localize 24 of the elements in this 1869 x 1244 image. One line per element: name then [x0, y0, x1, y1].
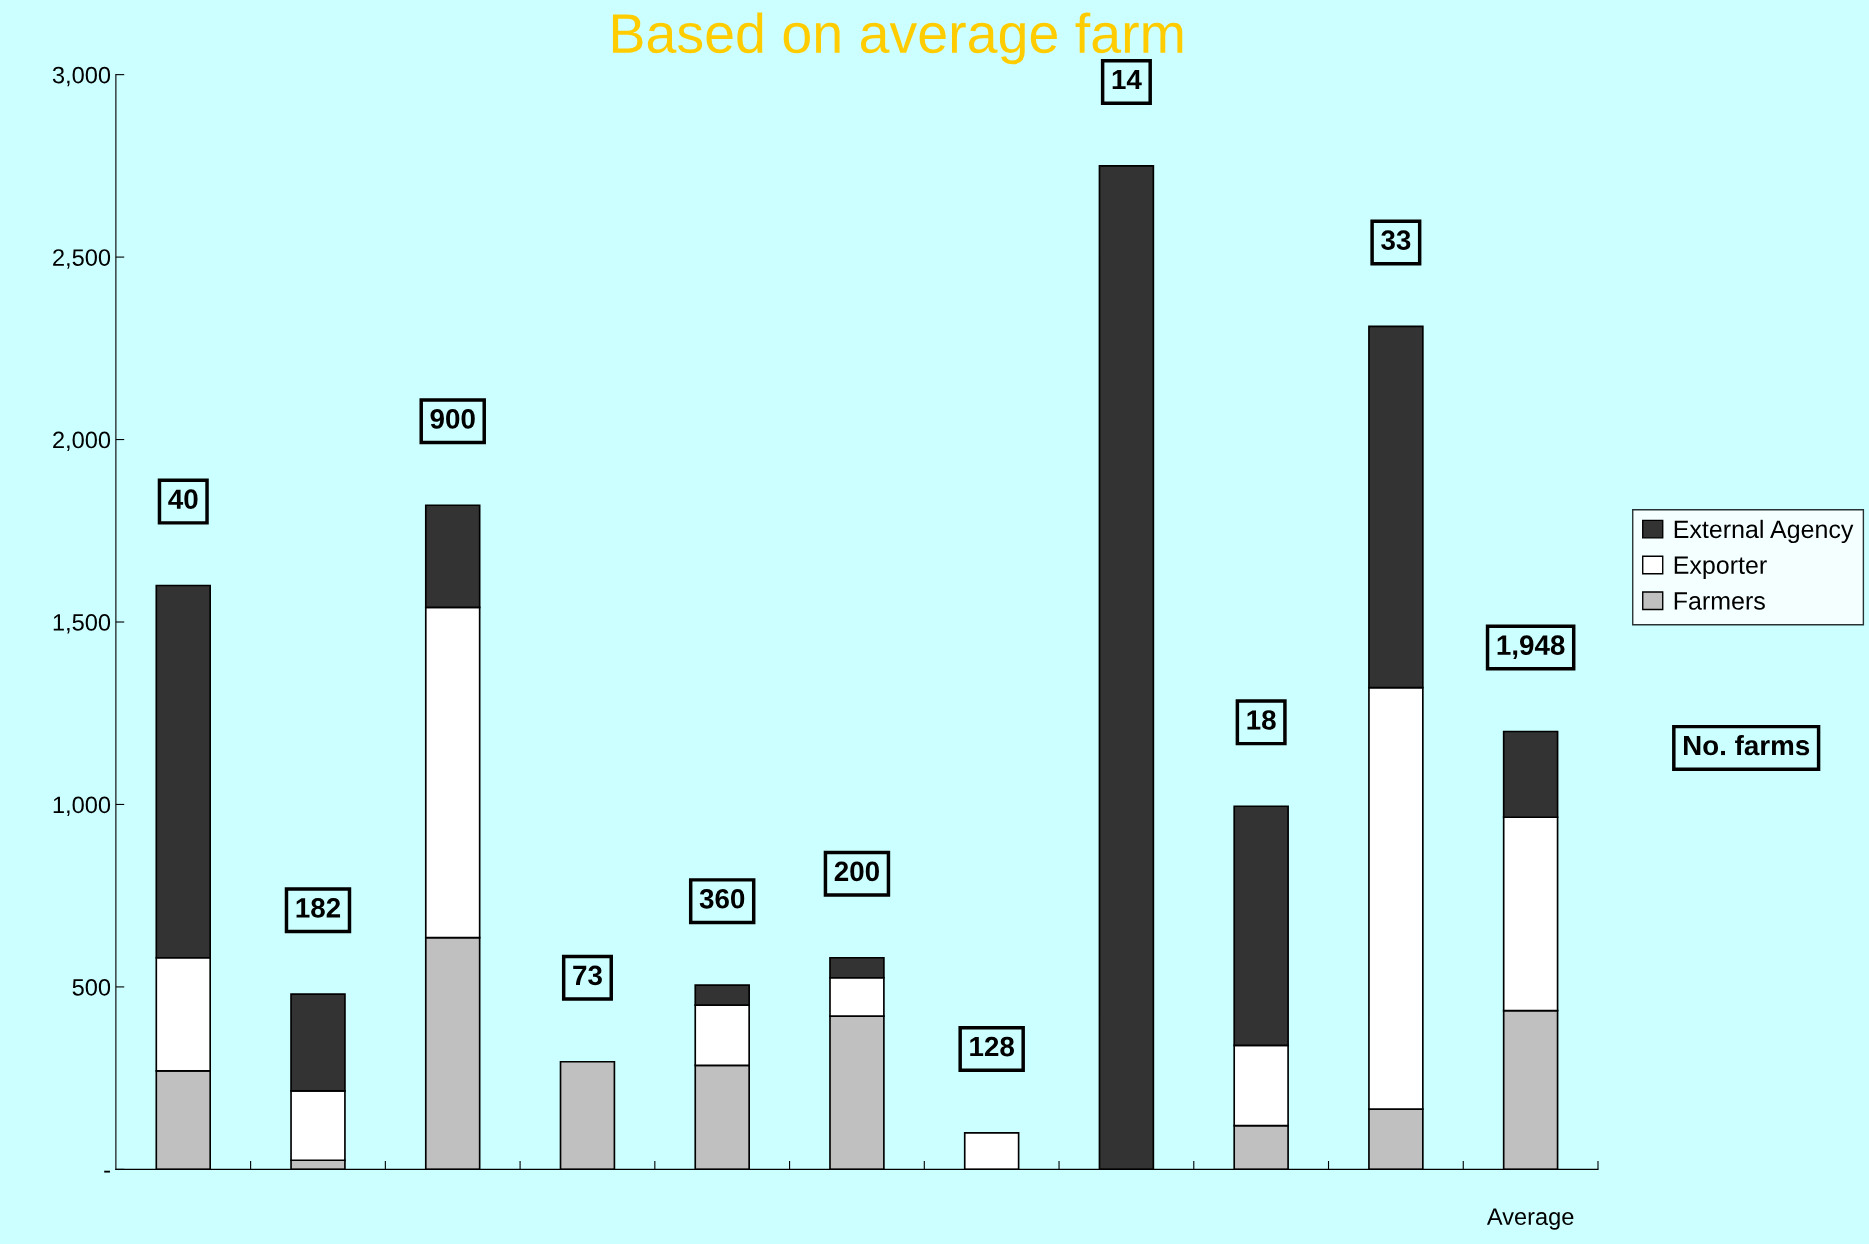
chart-title: Based on average farm [612, 12, 1183, 65]
legend-label: Farmers [1674, 592, 1765, 610]
annotation: 360 [699, 888, 745, 909]
annotation: 33 [1381, 230, 1411, 250]
annotation: 18 [1247, 710, 1276, 730]
y-tick-label: 1,500 [53, 614, 111, 634]
legend-label: External Agency [1674, 519, 1854, 544]
y-tick-label: 500 [72, 978, 111, 996]
annotation: 128 [970, 1036, 1014, 1057]
annotation: 73 [573, 965, 602, 986]
legend-label: Exporter [1674, 556, 1767, 579]
y-tick-label: - [104, 1170, 110, 1173]
y-tick-label: 2,000 [53, 431, 111, 452]
annotation: 200 [834, 861, 879, 882]
text: No. farms [1684, 734, 1810, 756]
annotation: 40 [168, 489, 198, 510]
annotation: 182 [296, 898, 341, 918]
annotation: 14 [1112, 70, 1142, 90]
y-tick-label: 3,000 [52, 66, 111, 87]
annotation: 1,948 [1497, 635, 1565, 660]
y-tick-label: 1,000 [53, 796, 111, 817]
x-tick-label: Average [1486, 1208, 1574, 1230]
annotation: 900 [430, 409, 475, 429]
y-tick-label: 2,500 [53, 249, 111, 269]
